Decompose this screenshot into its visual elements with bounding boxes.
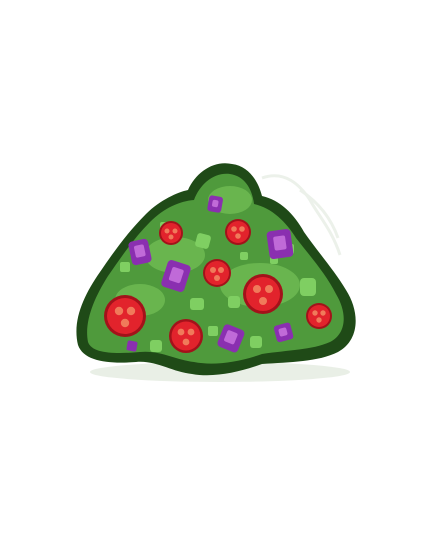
tomato-slice xyxy=(104,295,146,337)
steam-wisps xyxy=(261,174,342,256)
onion-piece xyxy=(217,324,245,353)
tomato-slice xyxy=(169,319,203,353)
onion-pieces xyxy=(126,195,294,353)
onion-piece xyxy=(266,228,294,260)
onion-piece xyxy=(207,195,223,213)
tomato-slice xyxy=(243,274,283,314)
tomato-slice xyxy=(306,303,332,329)
tomato-slice xyxy=(225,219,251,245)
onion-piece xyxy=(273,322,294,343)
tomato-slices xyxy=(104,219,332,353)
tomato-slice xyxy=(159,221,183,245)
onion-piece xyxy=(161,260,191,292)
tomato-slice xyxy=(203,259,231,287)
onion-piece xyxy=(128,238,152,266)
onion-piece xyxy=(126,340,138,352)
